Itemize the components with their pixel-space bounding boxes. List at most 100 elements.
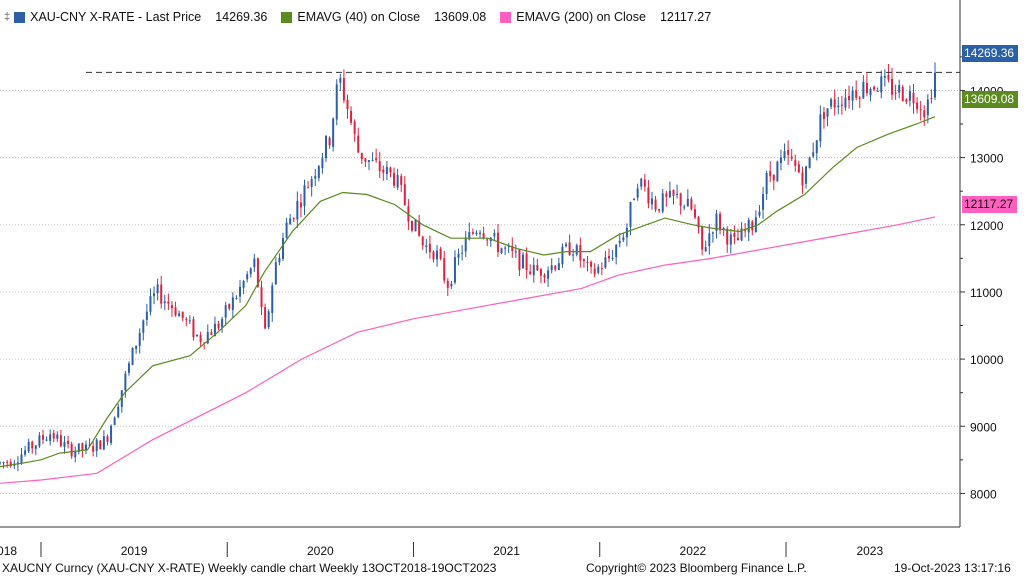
candle-body [855,90,858,98]
candle-body [808,157,811,168]
candle-body [539,269,542,276]
ema40-tag: 13609.08 [962,91,1019,108]
candle-body [486,239,489,241]
candle-body [679,193,682,206]
candle-body [102,436,105,450]
legend-label-ema40: EMAVG (40) on Close [297,10,421,24]
candle-body [321,158,324,169]
candle-body [873,86,876,90]
footer: XAUCNY Curncy (XAU-CNY X-RATE) Weekly ca… [0,559,1025,577]
candle-body [67,440,70,444]
candle-body [77,443,80,452]
candle-body [611,257,614,259]
candle-body [163,301,166,304]
candle-body [199,335,202,343]
candle-body [493,233,496,237]
candle-body [314,176,317,179]
candle-body [228,304,231,309]
candle-body [880,76,883,93]
candle-body [56,434,59,439]
candle-body [92,445,95,452]
candle-body [213,323,216,337]
candle-body [464,237,467,252]
candle-body [63,442,66,447]
candle-body [754,217,757,233]
candle-body [20,454,23,464]
candle-body [557,263,560,271]
candle-body [504,247,507,249]
candle-body [805,166,808,184]
candle-body [181,311,184,318]
candle-body [912,92,915,104]
candle-body [772,174,775,181]
candle-body [0,462,1,464]
candle-body [418,220,421,236]
candle-body [769,171,772,177]
candle-body [378,161,381,172]
candle-body [88,444,91,446]
candle-body [676,193,679,196]
candle-body [658,209,661,211]
candle-body [113,417,116,426]
candle-body [608,255,611,259]
legend-label-last-price: XAU-CNY X-RATE - Last Price [30,10,202,24]
candle-body [518,249,521,271]
candle-body [342,78,345,101]
x-tick-label: 2021 [493,544,520,558]
candle-body [565,244,568,247]
candle-body [385,166,388,174]
x-tick-label: 2023 [856,544,883,558]
candle-body [221,318,224,328]
candle-body [887,74,890,80]
x-tick-label: 2018 [0,544,17,558]
candle-body [901,86,904,102]
candle-body [328,137,331,146]
ema200-line [0,216,936,484]
candle-body [170,305,173,309]
candle-body [762,194,765,210]
candle-body [779,157,782,164]
candle-body [715,213,718,231]
candle-body [188,320,191,322]
candle-body [525,253,528,271]
candle-body [898,84,901,93]
candle-body [52,433,55,439]
candle-body [206,331,209,344]
candle-body [736,238,739,241]
candle-body [733,233,736,237]
candle-body [625,227,628,238]
candle-body [697,216,700,228]
candle-body [751,221,754,231]
candle-body [719,213,722,231]
last-price-tag: 14269.36 [962,45,1019,62]
candle-body [324,135,327,159]
candle-body [239,286,242,297]
candle-body [876,91,879,93]
candle-body [550,265,553,271]
candle-body [590,261,593,267]
legend-grip-icon[interactable]: ‡ [4,11,11,23]
candle-body [522,254,525,269]
candle-body [49,434,52,441]
candle-body [332,118,335,147]
candle-body [812,152,815,157]
candle-body [303,185,306,206]
candle-body [883,75,886,78]
candle-body [819,114,822,142]
legend-item-ema40: EMAVG (40) on Close 13609.08 [281,10,486,24]
candle-body [367,160,370,162]
candle-body [457,253,460,258]
candle-body [776,161,779,182]
candle-body [421,236,424,246]
candle-body [593,268,596,275]
candle-body [858,97,861,99]
candle-body [267,311,270,328]
candle-body [124,373,127,391]
candle-body [192,319,195,338]
candle-body [450,283,453,287]
legend-value-ema40: 13609.08 [434,10,487,24]
candle-body [740,228,743,241]
legend-label-ema200: EMAVG (200) on Close [516,10,646,24]
candle-body [274,262,277,285]
